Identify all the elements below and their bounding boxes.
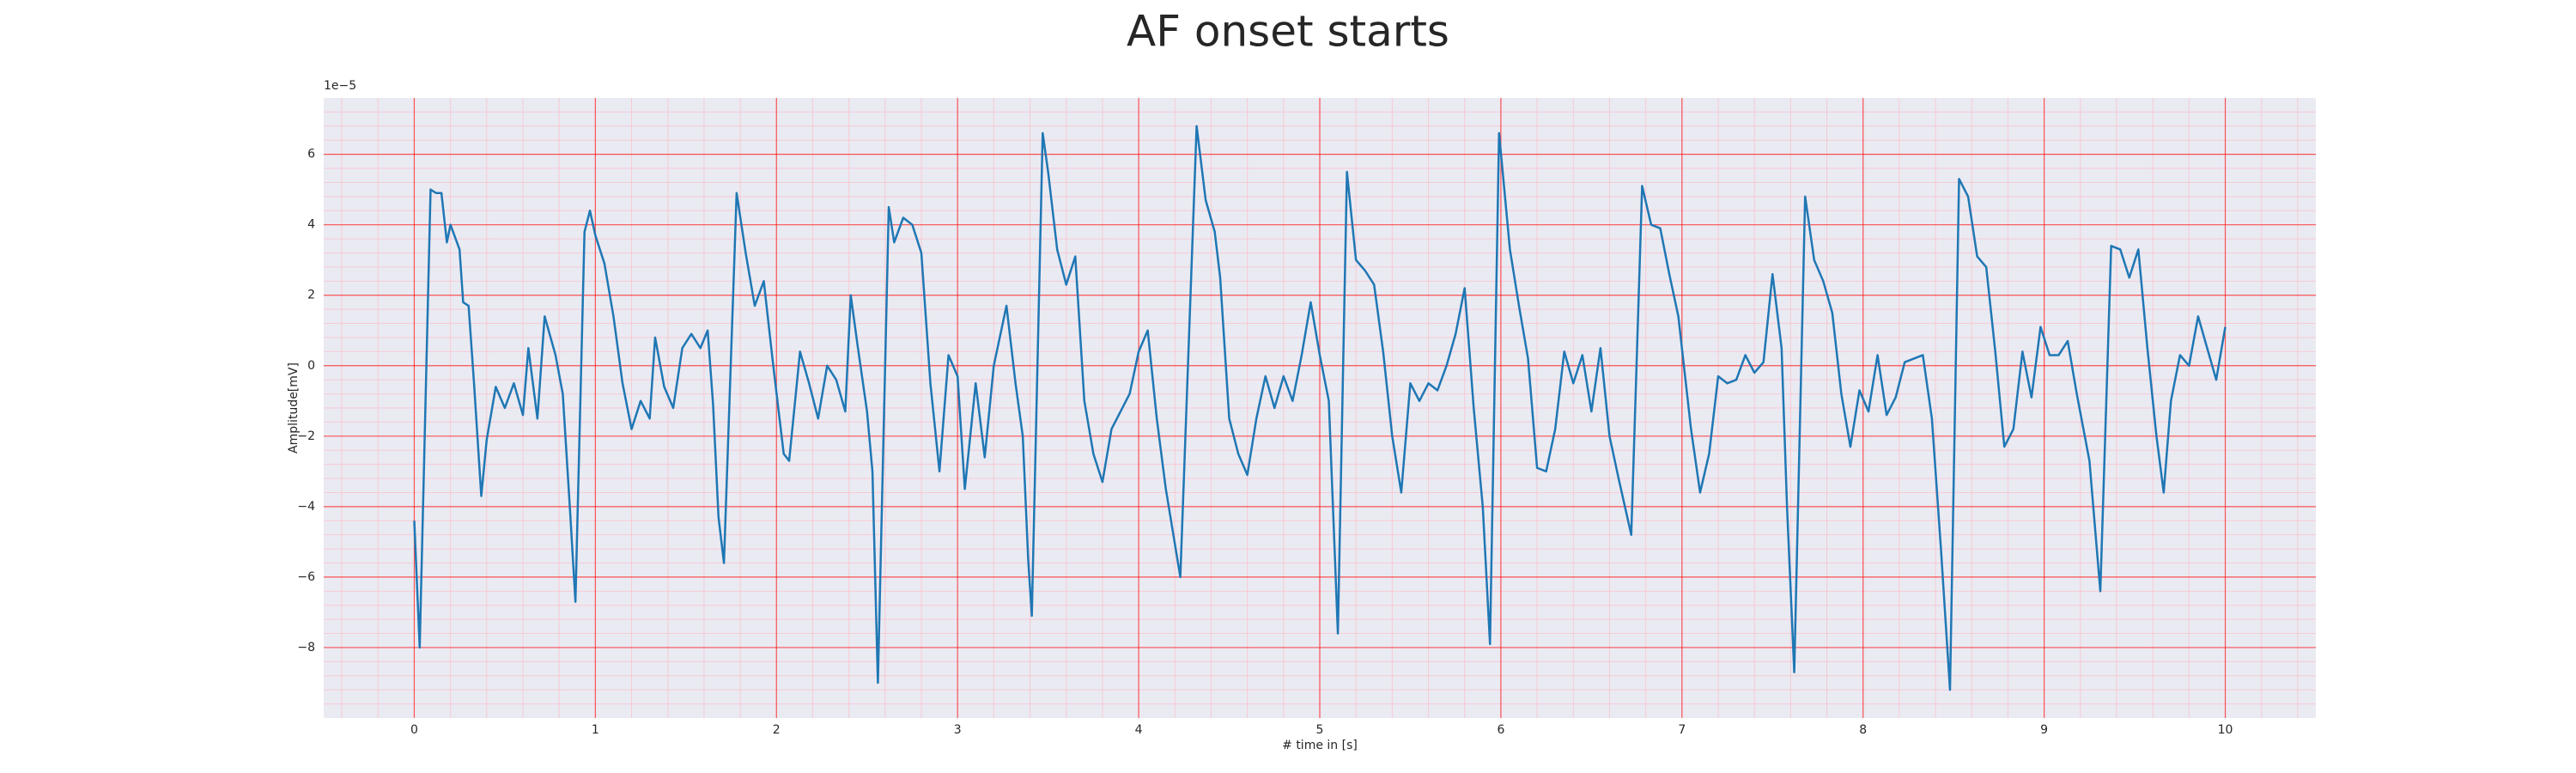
x-tick-label: 4 <box>1135 723 1143 737</box>
line-series <box>413 125 2227 691</box>
y-tick-label: −2 <box>297 429 315 443</box>
x-tick-label: 5 <box>1316 723 1324 737</box>
y-tick-label: 2 <box>307 289 315 302</box>
x-tick-label: 10 <box>2218 723 2233 737</box>
x-tick-label: 9 <box>2040 723 2048 737</box>
y-tick-label: −4 <box>297 500 315 514</box>
major-grid <box>324 98 2316 718</box>
x-tick-label: 6 <box>1497 723 1504 737</box>
y-tick-label: −6 <box>297 570 315 584</box>
x-tick-label: 0 <box>410 723 418 737</box>
chart-title: AF onset starts <box>1127 7 1449 57</box>
y-axis-label: Amplitude[mV] <box>287 362 301 453</box>
x-tick-label: 3 <box>954 723 962 737</box>
y-tick-label: 6 <box>307 148 315 161</box>
y-tick-label: 4 <box>307 218 315 232</box>
x-tick-label: 7 <box>1678 723 1686 737</box>
y-offset-label: 1e−5 <box>324 79 356 93</box>
x-tick-label: 8 <box>1859 723 1867 737</box>
x-tick-label: 2 <box>773 723 781 737</box>
x-tick-label: 1 <box>592 723 599 737</box>
y-tick-label: 0 <box>307 359 315 373</box>
x-axis-label: # time in [s] <box>1282 739 1358 752</box>
y-tick-label: −8 <box>297 641 315 654</box>
